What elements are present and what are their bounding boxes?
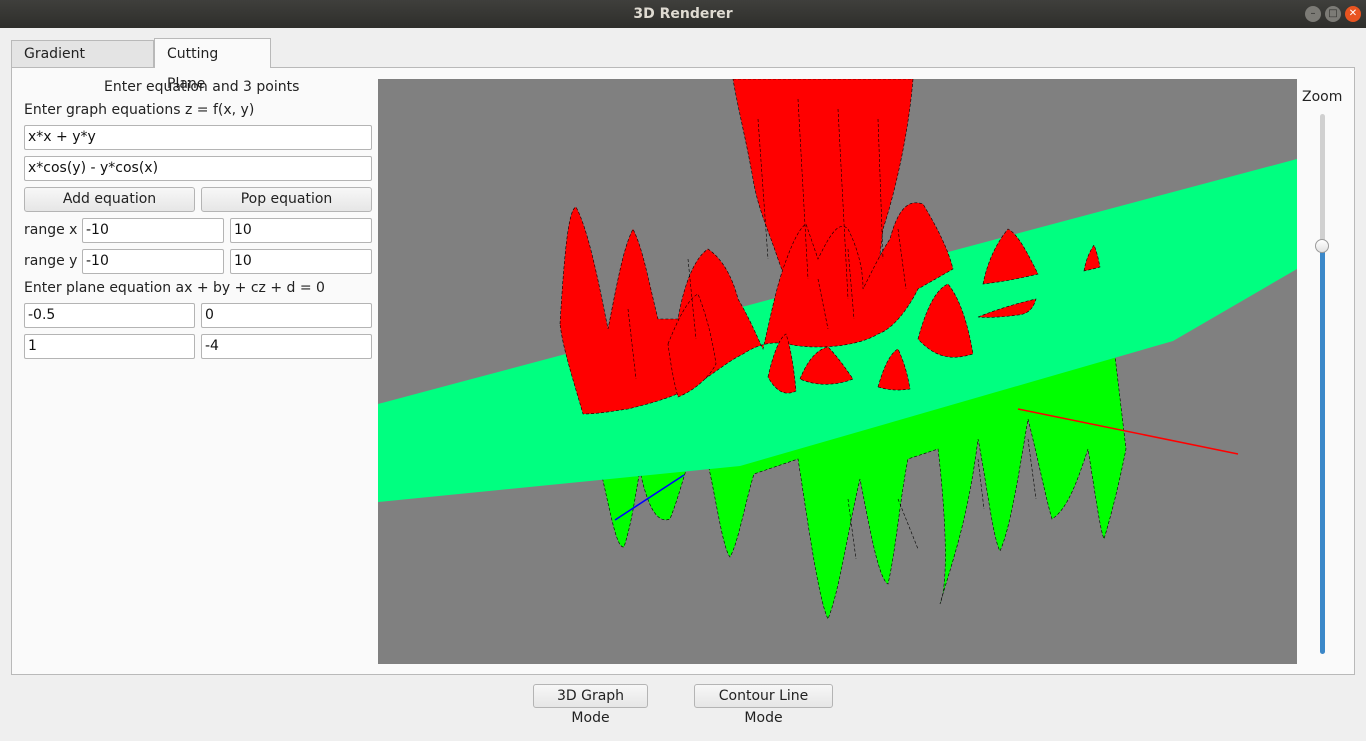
range-x-label: range x xyxy=(24,222,78,238)
zoom-label: Zoom xyxy=(1302,89,1343,105)
zoom-slider-handle[interactable] xyxy=(1315,239,1329,253)
zoom-slider-fill xyxy=(1320,246,1325,654)
tab-cutting-plane[interactable]: Cutting Plane xyxy=(154,38,271,92)
plane-coeff-a-field[interactable]: -0.5 xyxy=(24,303,195,328)
add-equation-button[interactable]: Add equation xyxy=(24,187,195,212)
render-canvas xyxy=(378,79,1297,620)
minimize-icon[interactable]: – xyxy=(1305,6,1321,22)
title-bar: 3D Renderer xyxy=(0,0,1366,28)
form-heading: Enter equation and 3 points xyxy=(104,79,300,95)
equation-field-2[interactable]: x*cos(y) - y*cos(x) xyxy=(24,156,372,181)
window-title: 3D Renderer xyxy=(633,6,733,22)
surface-below-plane xyxy=(597,338,1127,620)
maximize-icon[interactable]: □ xyxy=(1325,6,1341,22)
graph-mode-button[interactable]: 3D Graph Mode xyxy=(533,684,648,726)
range-y-label: range y xyxy=(24,253,78,269)
x-axis-line xyxy=(1017,408,1239,455)
range-y-max-field[interactable]: 10 xyxy=(230,249,372,274)
plane-coeff-b-field[interactable]: 0 xyxy=(201,303,372,328)
range-y-min-field[interactable]: -10 xyxy=(82,249,224,274)
plane-coeff-c-field[interactable]: 1 xyxy=(24,334,195,359)
tab-gradient-descent[interactable]: Gradient Descent xyxy=(11,40,154,89)
plane-coeff-d-field[interactable]: -4 xyxy=(201,334,372,359)
plane-equation-label: Enter plane equation ax + by + cz + d = … xyxy=(24,280,325,296)
close-icon[interactable]: ✕ xyxy=(1345,6,1361,22)
equations-label: Enter graph equations z = f(x, y) xyxy=(24,102,255,118)
contour-mode-button[interactable]: Contour Line Mode xyxy=(694,684,833,726)
render-viewport[interactable] xyxy=(378,79,1297,664)
y-axis-line xyxy=(614,474,685,521)
surface-above-plane xyxy=(559,79,1101,415)
range-x-min-field[interactable]: -10 xyxy=(82,218,224,243)
pop-equation-button[interactable]: Pop equation xyxy=(201,187,372,212)
equation-field-1[interactable]: x*x + y*y xyxy=(24,125,372,150)
range-x-max-field[interactable]: 10 xyxy=(230,218,372,243)
tab-label: Cutting Plane xyxy=(167,46,219,92)
